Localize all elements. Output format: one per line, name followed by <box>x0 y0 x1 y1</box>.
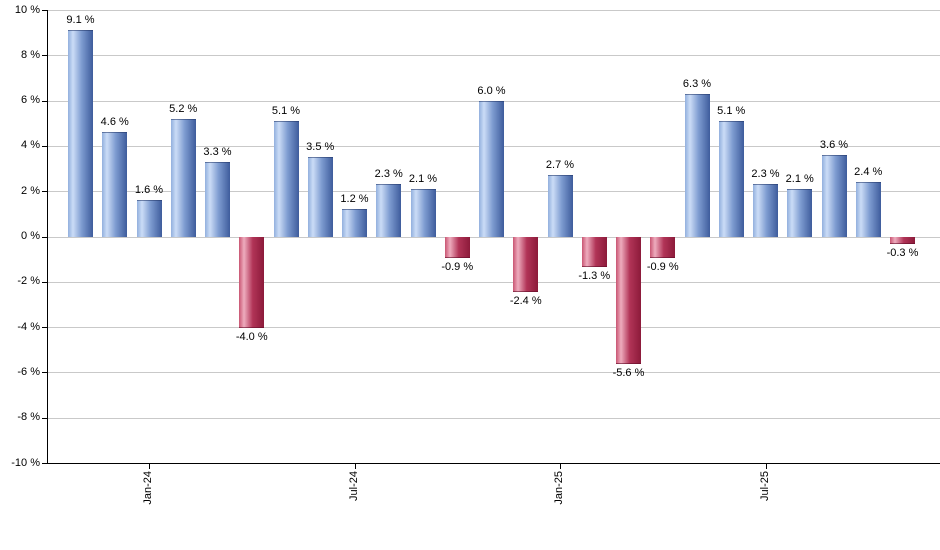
bar <box>787 188 813 238</box>
y-axis-tick <box>42 236 47 238</box>
bar <box>684 93 710 238</box>
y-axis-tick <box>42 100 47 102</box>
bar <box>376 184 402 238</box>
bar <box>718 120 744 238</box>
bar-value-label: 6.0 % <box>477 84 506 97</box>
y-axis-tick-label: -8 % <box>17 411 40 424</box>
bar <box>821 154 847 238</box>
x-axis <box>47 463 940 464</box>
bar-value-label: 2.1 % <box>408 172 438 185</box>
x-axis-tick <box>149 464 150 469</box>
bar <box>513 236 539 292</box>
y-axis-tick <box>42 372 47 374</box>
bar-value-label: 4.6 % <box>100 116 129 129</box>
bar-value-label: -0.9 % <box>646 260 679 273</box>
bar-value-label: 6.3 % <box>682 77 712 90</box>
bar-value-label: 1.2 % <box>340 193 369 206</box>
bar <box>547 175 573 238</box>
y-axis-tick-label: 8 % <box>21 48 40 61</box>
bar <box>239 236 265 329</box>
y-axis-tick-label: -4 % <box>17 320 40 333</box>
bar-value-label: 3.5 % <box>306 141 335 154</box>
y-axis-tick-label: -6 % <box>17 365 40 378</box>
bar <box>890 236 915 245</box>
bar-value-label: -0.9 % <box>441 260 474 273</box>
bar <box>855 182 881 238</box>
bar <box>650 236 676 258</box>
bar-value-label: -5.6 % <box>612 367 645 380</box>
gridline <box>47 10 940 11</box>
bar <box>136 200 162 238</box>
bar-value-label: 3.6 % <box>819 138 849 151</box>
bar-value-label: 2.7 % <box>545 159 575 172</box>
bar <box>170 118 196 238</box>
x-axis-tick-label: Jan-25 <box>553 471 565 505</box>
y-axis-tick-label: 10 % <box>14 3 40 16</box>
x-axis-tick-label: Jul-24 <box>347 471 360 501</box>
bar <box>444 236 470 258</box>
bar-value-label: -2.4 % <box>509 294 542 307</box>
bar-value-label: 5.1 % <box>271 104 301 117</box>
bar <box>205 161 230 238</box>
y-axis-tick-label: -10 % <box>11 456 40 469</box>
bar <box>753 184 778 238</box>
bar-value-label: 2.1 % <box>785 172 814 185</box>
y-axis-tick <box>42 417 47 419</box>
bar <box>102 132 128 238</box>
bar-value-label: 2.3 % <box>751 168 780 181</box>
bar-value-label: -0.3 % <box>886 247 919 260</box>
gridline <box>47 281 940 283</box>
bar-value-label: 5.2 % <box>169 102 198 115</box>
x-axis-tick <box>560 464 561 469</box>
bar <box>273 120 299 238</box>
bar <box>479 100 504 238</box>
bar-value-label: 3.3 % <box>203 145 232 158</box>
y-axis-tick-label: 4 % <box>21 139 40 152</box>
y-axis-tick <box>42 55 47 57</box>
y-axis-tick-label: 6 % <box>21 94 40 107</box>
y-axis-tick <box>42 463 47 464</box>
y-axis-tick-label: 0 % <box>21 230 40 242</box>
gridline <box>47 372 940 374</box>
bar <box>68 30 93 238</box>
bar <box>616 236 641 365</box>
y-axis-tick <box>42 281 47 283</box>
bar <box>410 188 436 238</box>
y-axis-tick <box>42 145 47 147</box>
bar-value-label: 1.6 % <box>134 184 164 197</box>
x-axis-tick-label: Jan-24 <box>142 471 154 505</box>
x-axis-tick <box>765 464 767 469</box>
bar-value-label: 9.1 % <box>66 14 95 27</box>
y-axis-tick <box>42 10 47 11</box>
x-axis-tick-label: Jul-25 <box>758 471 771 501</box>
bar-value-label: 5.1 % <box>717 104 746 117</box>
y-axis <box>47 10 48 463</box>
gridline <box>47 55 940 57</box>
bar-value-label: 2.4 % <box>854 166 883 179</box>
bar <box>342 209 367 238</box>
bar <box>581 236 607 267</box>
bar-value-label: -4.0 % <box>235 331 268 344</box>
y-axis-tick <box>42 191 47 193</box>
bar-value-label: -1.3 % <box>578 269 611 282</box>
gridline <box>47 327 940 329</box>
y-axis-tick-label: -2 % <box>17 275 40 288</box>
y-axis-tick-label: 2 % <box>21 184 40 197</box>
bar <box>307 157 333 238</box>
y-axis-tick <box>42 327 47 329</box>
gridline <box>47 417 940 419</box>
bar-value-label: 2.3 % <box>374 168 403 181</box>
x-axis-tick <box>354 464 356 469</box>
